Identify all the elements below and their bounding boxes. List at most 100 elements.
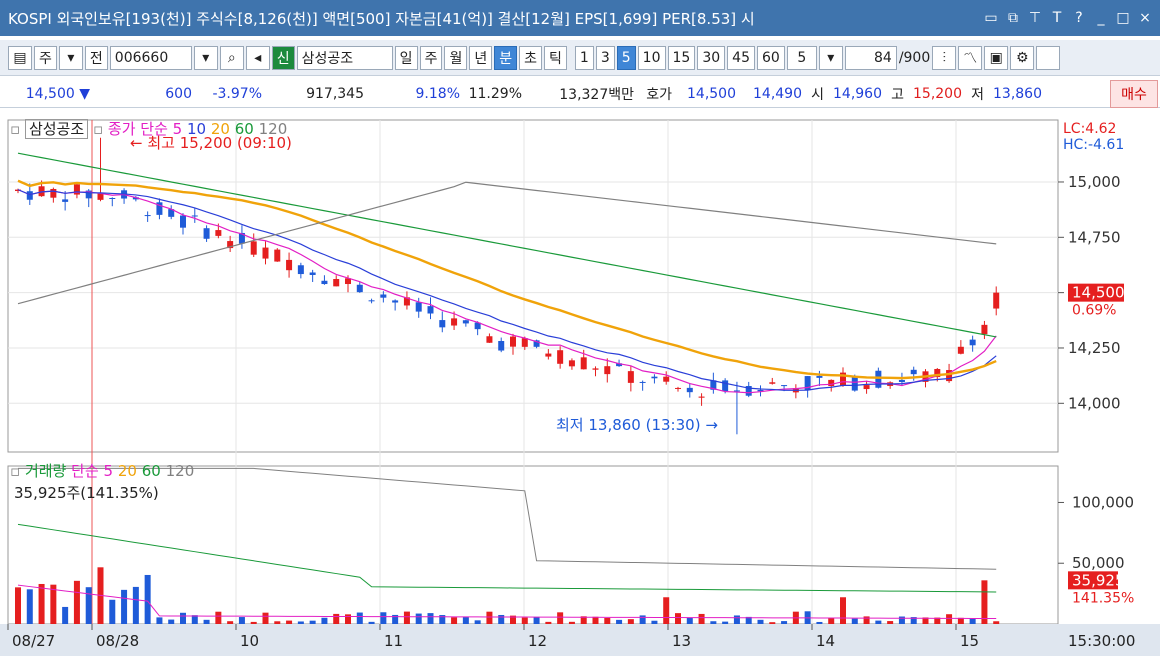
- candle: [498, 340, 505, 351]
- volume-bar: [686, 617, 693, 624]
- close-icon[interactable]: ×: [1139, 10, 1151, 26]
- open-label: 시: [811, 86, 824, 103]
- tab-minute-10[interactable]: 10: [637, 45, 666, 70]
- tab-minute-60[interactable]: 60: [756, 45, 785, 70]
- candle: [993, 292, 1000, 309]
- tab-minute-15[interactable]: 15: [667, 45, 696, 70]
- price-volume-chart: 15,000 14,750 14,500 14,250 14,000 100,000 50,…: [0, 119, 1160, 656]
- tab-minute-5[interactable]: 5: [616, 45, 636, 70]
- x-tick-label: 14: [816, 632, 835, 650]
- tab-period-주[interactable]: 주: [419, 45, 443, 70]
- volume-bar: [309, 620, 316, 624]
- chevron-down-icon[interactable]: ▾: [58, 45, 83, 70]
- volume-bar: [545, 621, 552, 624]
- candle: [851, 376, 858, 391]
- tab-period-월[interactable]: 월: [444, 45, 468, 70]
- ma10-line: [17, 189, 997, 391]
- code-dropdown-icon[interactable]: ▾: [193, 45, 218, 70]
- candle: [898, 379, 905, 382]
- tab-period-일[interactable]: 일: [394, 45, 418, 70]
- tab-period-분[interactable]: 분: [494, 45, 518, 70]
- tab-minute-45[interactable]: 45: [727, 45, 755, 70]
- volume-bar: [439, 615, 446, 624]
- checkbox-icon[interactable]: [1036, 45, 1061, 70]
- candle: [946, 370, 953, 382]
- tab-minute-3[interactable]: 3: [595, 45, 615, 70]
- buy-button[interactable]: 매수: [1110, 80, 1158, 108]
- window-buttons: ▭ ⧉ ⊤ T ? _ □ ×: [982, 10, 1160, 26]
- volume-bar: [710, 621, 717, 624]
- count-input[interactable]: 84: [844, 45, 897, 70]
- tab-minute-1[interactable]: 1: [574, 45, 594, 70]
- volume-bar: [828, 618, 835, 624]
- volume-bar: [887, 621, 894, 624]
- candle: [50, 188, 57, 198]
- candle: [828, 379, 835, 386]
- font-icon[interactable]: T: [1052, 10, 1062, 26]
- save-icon[interactable]: ▣: [984, 45, 1009, 70]
- candle: [781, 385, 788, 387]
- candle-icon[interactable]: ⫶: [932, 45, 957, 70]
- maximize-icon[interactable]: □: [1116, 10, 1130, 26]
- x-tick-label: 10: [240, 632, 259, 650]
- tab-period-틱[interactable]: 틱: [544, 45, 567, 70]
- tab-period-초[interactable]: 초: [519, 45, 543, 70]
- gear-icon[interactable]: ⚙: [1010, 45, 1035, 70]
- candle: [840, 372, 846, 386]
- candle: [663, 376, 670, 382]
- candle: [757, 389, 764, 392]
- legend-vol-ma60: 60: [141, 462, 161, 480]
- hc-label: HC:-4.61: [1063, 137, 1124, 153]
- vol-ma120-line: [18, 467, 997, 570]
- volume-bar: [132, 586, 139, 624]
- volume-bar: [356, 612, 363, 624]
- candle: [745, 386, 752, 396]
- market-select[interactable]: 주: [34, 45, 57, 70]
- x-tick-label: 08/27: [12, 632, 55, 650]
- candle: [356, 284, 363, 293]
- tab-period-년[interactable]: 년: [469, 45, 493, 70]
- interval-dropdown-icon[interactable]: ▾: [818, 45, 843, 70]
- change-value: 600: [165, 85, 192, 102]
- volume-bar: [863, 616, 870, 624]
- menu-icon[interactable]: ▤: [8, 45, 32, 70]
- volume-bar: [616, 619, 623, 624]
- volume-bar: [451, 617, 458, 624]
- candle: [910, 369, 917, 375]
- restore-icon[interactable]: ▭: [984, 10, 998, 26]
- tab-minute-30[interactable]: 30: [697, 45, 726, 70]
- volume-bar: [203, 619, 210, 624]
- search-icon[interactable]: ⌕: [219, 45, 244, 70]
- vol-last-box: [1068, 571, 1118, 590]
- candle: [262, 247, 269, 259]
- all-button[interactable]: 전: [84, 45, 108, 70]
- sound-icon[interactable]: ◂: [245, 45, 270, 70]
- legend-stock-name[interactable]: 삼성공조: [24, 119, 89, 139]
- volume-bar: [474, 620, 481, 624]
- candle: [545, 353, 552, 357]
- volume-bar: [533, 616, 540, 624]
- volume-bar: [816, 621, 823, 624]
- candle: [250, 241, 257, 255]
- pin-icon[interactable]: ⊤: [1028, 10, 1042, 26]
- candle: [474, 322, 481, 330]
- help-icon[interactable]: ?: [1075, 10, 1083, 26]
- candle: [969, 339, 976, 346]
- price-legend: ▫ 삼성공조 ▫ 종가 단순 5 10 20 60 120: [10, 119, 288, 139]
- candle: [675, 387, 681, 389]
- amount-value: 13,327백만: [559, 86, 634, 103]
- code-input[interactable]: 006660: [109, 45, 192, 70]
- candle: [144, 215, 151, 217]
- candle: [863, 385, 870, 390]
- volume-bar: [510, 615, 516, 624]
- interval-input[interactable]: 5: [786, 45, 817, 70]
- vol-ma5-line: [17, 584, 997, 620]
- minimize-icon[interactable]: _: [1097, 10, 1105, 26]
- duplicate-icon[interactable]: ⧉: [1008, 10, 1018, 26]
- volume-bar: [26, 589, 33, 624]
- volume-bar: [180, 612, 186, 624]
- volume-bar: [498, 614, 505, 624]
- line-icon[interactable]: 〽: [958, 45, 983, 70]
- candle: [380, 294, 387, 298]
